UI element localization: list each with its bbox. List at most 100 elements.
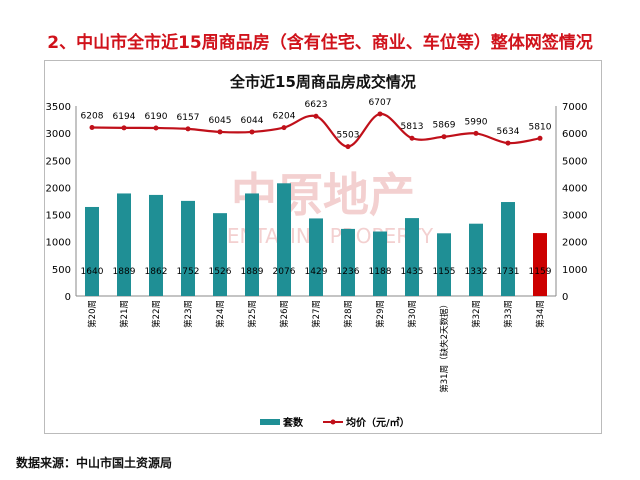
x-tick-label: 第20周 xyxy=(87,300,98,328)
x-tick-label: 第24周 xyxy=(215,300,226,328)
line-point xyxy=(89,124,95,130)
bar-data-label: 1429 xyxy=(305,267,328,277)
line-point xyxy=(537,135,543,141)
bar xyxy=(533,233,547,296)
x-tick-label: 第32周 xyxy=(471,300,482,328)
bar-data-label: 1332 xyxy=(465,267,488,277)
right-tick-label: 5000 xyxy=(562,156,587,167)
data-source: 数据来源：中山市国土资源局 xyxy=(16,456,173,470)
bar-data-label: 1435 xyxy=(401,267,424,277)
x-tick-label: 第26周 xyxy=(279,300,290,328)
left-tick-label: 2000 xyxy=(46,183,71,194)
bar xyxy=(373,231,387,296)
x-tick-label: 第21周 xyxy=(119,300,130,328)
x-tick-label: 第27周 xyxy=(311,300,322,328)
line-point xyxy=(473,130,479,136)
x-tick-label: 第29周 xyxy=(375,300,386,328)
line-point xyxy=(377,111,383,117)
right-tick-label: 3000 xyxy=(562,211,587,222)
line-point xyxy=(185,126,191,132)
line-point xyxy=(121,125,127,131)
x-tick-label: 第30周 xyxy=(407,300,418,328)
x-tick-label: 第23周 xyxy=(183,300,194,328)
line-point xyxy=(281,125,287,131)
x-tick-label: 第33周 xyxy=(503,300,514,328)
line-point xyxy=(249,129,255,135)
page-title: 2、中山市全市近15周商品房（含有住宅、商业、车位等）整体网签情况 xyxy=(47,33,593,53)
x-tick-label: 第22周 xyxy=(151,300,162,328)
watermark: 中原地产 xyxy=(231,168,415,222)
bar-data-label: 1889 xyxy=(113,267,136,277)
bar-data-label: 1889 xyxy=(241,267,264,277)
left-tick-label: 1500 xyxy=(46,211,71,222)
line-point xyxy=(153,125,159,131)
line-data-label: 5869 xyxy=(433,121,456,131)
left-tick-label: 500 xyxy=(52,265,71,276)
right-tick-label: 7000 xyxy=(562,102,587,113)
line-point xyxy=(217,129,223,135)
line-point xyxy=(345,144,351,150)
x-tick-label: 第28周 xyxy=(343,300,354,328)
bar-data-label: 1862 xyxy=(145,267,168,277)
line-data-label: 6044 xyxy=(241,116,264,126)
line-point xyxy=(409,135,415,141)
left-tick-label: 2500 xyxy=(46,156,71,167)
x-tick-label: 第31周（缺失2天数据） xyxy=(439,300,450,393)
bar xyxy=(149,194,163,296)
bar xyxy=(437,233,451,296)
bar-data-label: 1731 xyxy=(497,267,520,277)
line-data-label: 6157 xyxy=(177,113,200,123)
bar-data-label: 1159 xyxy=(529,267,552,277)
line-point xyxy=(505,140,511,146)
chart-title: 全市近15周商品房成交情况 xyxy=(229,73,416,91)
bar xyxy=(469,223,483,296)
line-data-label: 6208 xyxy=(81,111,104,121)
right-tick-label: 1000 xyxy=(562,265,587,276)
x-tick-label: 第25周 xyxy=(247,300,258,328)
bar xyxy=(277,183,291,296)
legend-line-label: 均价（元/㎡） xyxy=(346,416,410,429)
bar-data-label: 1155 xyxy=(433,267,456,277)
bar xyxy=(85,206,99,296)
bar xyxy=(213,213,227,296)
bar-data-label: 1236 xyxy=(337,267,360,277)
left-tick-label: 0 xyxy=(65,292,71,303)
bar-data-label: 1640 xyxy=(81,267,104,277)
line-data-label: 5810 xyxy=(529,122,552,132)
left-tick-label: 3500 xyxy=(46,102,71,113)
right-tick-label: 2000 xyxy=(562,238,587,249)
bar xyxy=(245,193,259,296)
line-point xyxy=(313,113,319,119)
line-data-label: 6045 xyxy=(209,116,232,126)
x-tick-label: 第34周 xyxy=(535,300,546,328)
line-data-label: 5503 xyxy=(337,131,360,141)
line-data-label: 6204 xyxy=(273,112,296,122)
bar xyxy=(181,200,195,296)
bar xyxy=(341,228,355,296)
line-data-label: 6707 xyxy=(369,98,392,108)
left-tick-label: 1000 xyxy=(46,238,71,249)
right-tick-label: 0 xyxy=(562,292,568,303)
line-data-label: 5634 xyxy=(497,127,520,137)
bar-data-label: 2076 xyxy=(273,267,296,277)
legend-bar-swatch xyxy=(260,419,280,425)
right-tick-label: 4000 xyxy=(562,183,587,194)
line-data-label: 5813 xyxy=(401,122,424,132)
bar-data-label: 1526 xyxy=(209,267,232,277)
bar-data-label: 1188 xyxy=(369,267,392,277)
line-data-label: 6194 xyxy=(113,112,136,122)
right-tick-label: 6000 xyxy=(562,129,587,140)
bar xyxy=(405,218,419,296)
line-data-label: 6623 xyxy=(305,100,328,110)
left-tick-label: 3000 xyxy=(46,129,71,140)
line-data-label: 6190 xyxy=(145,112,168,122)
bar xyxy=(117,193,131,296)
legend-line-marker xyxy=(330,419,336,425)
line-data-label: 5990 xyxy=(465,117,488,127)
line-point xyxy=(441,134,447,140)
bar xyxy=(501,202,515,296)
bar-data-label: 1752 xyxy=(177,267,200,277)
bar xyxy=(309,218,323,296)
